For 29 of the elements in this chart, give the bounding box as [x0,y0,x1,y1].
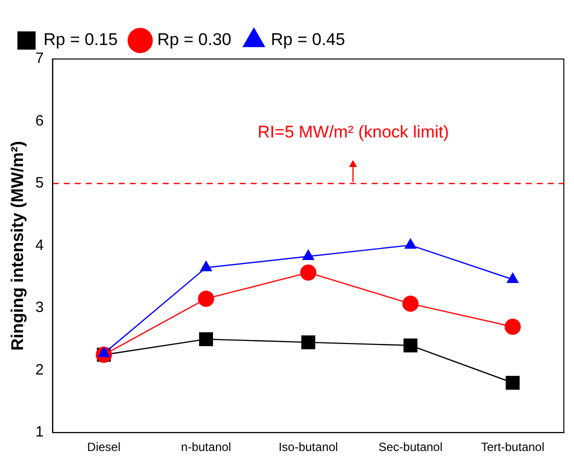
x-tick-label: n-butanol [181,440,232,454]
x-tick-label: Sec-butanol [378,440,443,454]
point [506,376,520,390]
y-tick-label: 7 [35,50,44,68]
y-tick-label: 5 [35,174,44,192]
point [404,238,416,249]
legend-label: Rp = 0.30 [157,30,232,50]
y-tick-label: 3 [35,299,44,316]
y-axis-title: Ringing intensity (MW/m²) [8,140,27,351]
y-tick-label: 1 [35,424,44,441]
point [301,335,316,350]
point [302,250,314,260]
y-tick-label: 4 [35,236,44,254]
point [506,272,518,284]
ref-line-label: RI=5 MW/m² (knock limit) [258,122,449,142]
x-tick-label: Tert-butanol [481,440,544,454]
point [404,338,418,352]
x-tick-label: Diesel [87,440,121,454]
point [200,260,212,272]
y-tick-label: 2 [35,361,44,378]
point [300,264,316,281]
point [402,296,419,312]
legend-label: Rp = 0.15 [44,30,118,50]
legend-label: Rp = 0.45 [270,30,346,50]
y-tick-label: 6 [35,112,44,130]
point [198,290,214,307]
point [504,318,521,335]
point [199,332,214,346]
x-tick-label: Iso-butanol [278,440,338,454]
